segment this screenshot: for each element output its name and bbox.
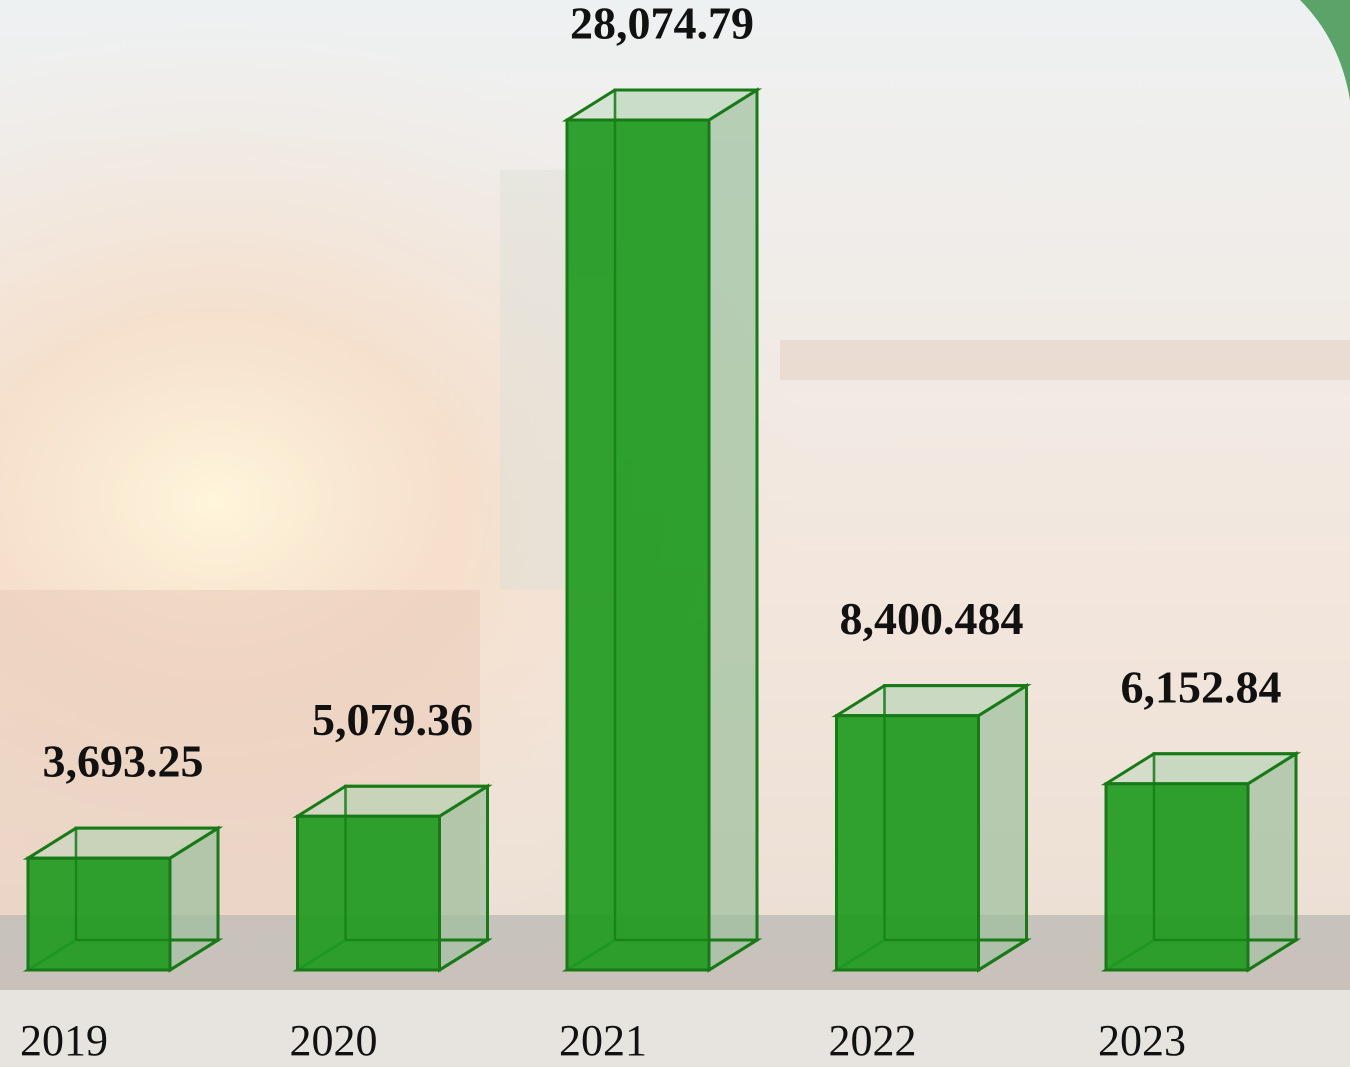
bar (835, 714, 980, 972)
x-tick-label: 2021 (559, 1016, 647, 1065)
bar-side (438, 783, 489, 973)
value-label: 5,079.36 (312, 694, 473, 745)
bar-side (977, 682, 1028, 973)
bar (296, 814, 441, 972)
x-tick-label: 2023 (1098, 1016, 1186, 1065)
bar (26, 856, 172, 972)
bar (565, 118, 711, 972)
x-tick-label: 2022 (829, 1016, 917, 1065)
value-label: 8,400.484 (840, 593, 1024, 644)
value-label: 3,693.25 (43, 736, 204, 787)
bar-side (1246, 751, 1298, 973)
value-label: 28,074.79 (570, 0, 754, 49)
x-tick-label: 2020 (290, 1016, 378, 1065)
x-tick-label: 2019 (20, 1016, 108, 1065)
bar (1104, 782, 1250, 972)
value-label: 6,152.84 (1121, 661, 1282, 712)
bar-side (707, 87, 759, 973)
